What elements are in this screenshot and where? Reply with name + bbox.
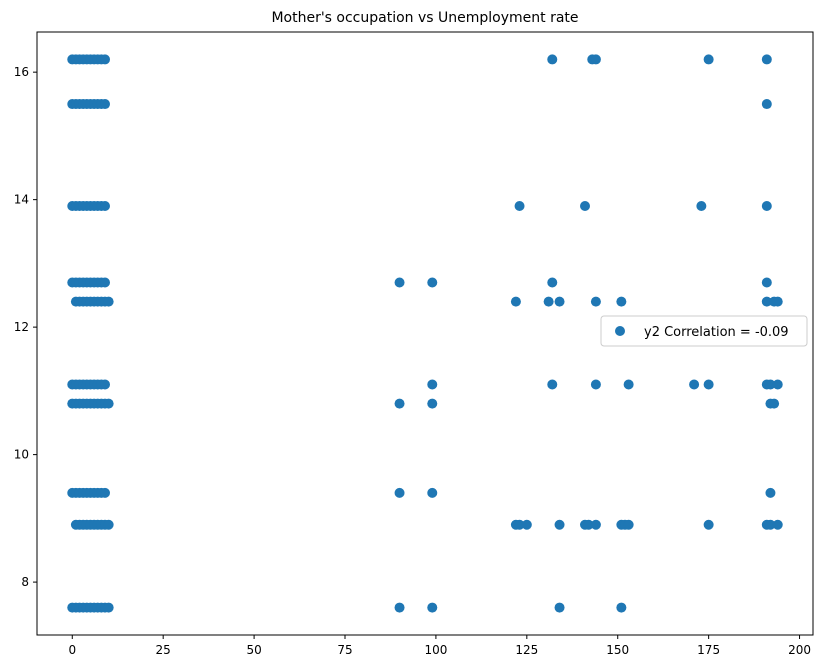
scatter-point xyxy=(103,398,114,409)
scatter-point xyxy=(769,398,780,409)
plot-frame xyxy=(36,31,814,636)
scatter-point xyxy=(100,54,110,65)
scatter-point xyxy=(394,602,405,613)
legend-box xyxy=(600,315,808,347)
scatter-point xyxy=(590,379,601,390)
scatter-point xyxy=(765,487,776,498)
scatter-point xyxy=(703,379,714,390)
scatter-point xyxy=(765,379,776,390)
scatter-point xyxy=(103,602,114,613)
scatter-point xyxy=(590,296,601,307)
x-tick-label: 200 xyxy=(788,643,811,657)
legend: y2 Correlation = -0.09 xyxy=(600,315,808,347)
scatter-point xyxy=(103,519,114,530)
scatter-point xyxy=(689,379,700,390)
scatter-point xyxy=(547,379,558,390)
scatter-point xyxy=(427,487,438,498)
scatter-point xyxy=(521,519,532,530)
scatter-point xyxy=(547,277,558,288)
scatter-point xyxy=(580,201,590,212)
x-tick-label: 175 xyxy=(697,643,720,657)
y-axis-ticks: 8 10 12 14 16 xyxy=(14,65,37,589)
scatter-point xyxy=(427,277,438,288)
scatter-point xyxy=(100,201,110,212)
scatter-point xyxy=(394,277,405,288)
scatter-point xyxy=(761,54,772,65)
scatter-points xyxy=(67,54,783,613)
y-tick-label: 16 xyxy=(14,65,29,79)
scatter-point xyxy=(543,296,554,307)
scatter-point xyxy=(554,296,565,307)
scatter-point xyxy=(703,519,714,530)
legend-marker xyxy=(615,326,625,336)
scatter-point xyxy=(772,519,783,530)
scatter-point xyxy=(761,201,772,212)
x-tick-label: 25 xyxy=(156,643,171,657)
scatter-point xyxy=(623,379,634,390)
scatter-point xyxy=(590,519,601,530)
scatter-point xyxy=(427,602,438,613)
scatter-point xyxy=(772,379,783,390)
scatter-point xyxy=(765,519,776,530)
x-tick-label: 50 xyxy=(246,643,261,657)
scatter-point xyxy=(554,602,565,613)
scatter-point xyxy=(772,296,783,307)
y-tick-label: 8 xyxy=(21,575,29,589)
scatter-point xyxy=(590,54,601,65)
scatter-point xyxy=(514,201,525,212)
scatter-point xyxy=(761,296,772,307)
scatter-point xyxy=(616,296,627,307)
scatter-point xyxy=(761,277,772,288)
scatter-point xyxy=(583,519,594,530)
scatter-point xyxy=(100,487,110,498)
scatter-point xyxy=(761,99,772,110)
scatter-point xyxy=(394,487,405,498)
scatter-point xyxy=(103,296,114,307)
scatter-point xyxy=(510,296,521,307)
scatter-point xyxy=(696,201,707,212)
y-tick-label: 12 xyxy=(14,320,29,334)
scatter-point xyxy=(616,602,627,613)
x-tick-label: 100 xyxy=(424,643,447,657)
scatter-point xyxy=(547,54,558,65)
scatter-point xyxy=(427,398,438,409)
scatter-point xyxy=(623,519,634,530)
x-axis-ticks: 0 25 50 75 100 125 150 175 200 xyxy=(68,635,811,657)
scatter-point xyxy=(100,277,110,288)
scatter-point xyxy=(514,519,525,530)
legend-label: y2 Correlation = -0.09 xyxy=(644,325,789,340)
y-tick-label: 10 xyxy=(14,448,29,462)
scatter-point xyxy=(394,398,405,409)
y-tick-label: 14 xyxy=(14,193,29,207)
scatter-point xyxy=(703,54,714,65)
scatter-point xyxy=(100,99,110,110)
scatter-point xyxy=(427,379,438,390)
scatter-point xyxy=(100,379,110,390)
x-tick-label: 125 xyxy=(515,643,538,657)
chart-title: Mother's occupation vs Unemployment rate xyxy=(271,10,578,26)
x-tick-label: 75 xyxy=(337,643,352,657)
x-tick-label: 150 xyxy=(606,643,629,657)
scatter-point xyxy=(554,519,565,530)
x-tick-label: 0 xyxy=(68,643,76,657)
